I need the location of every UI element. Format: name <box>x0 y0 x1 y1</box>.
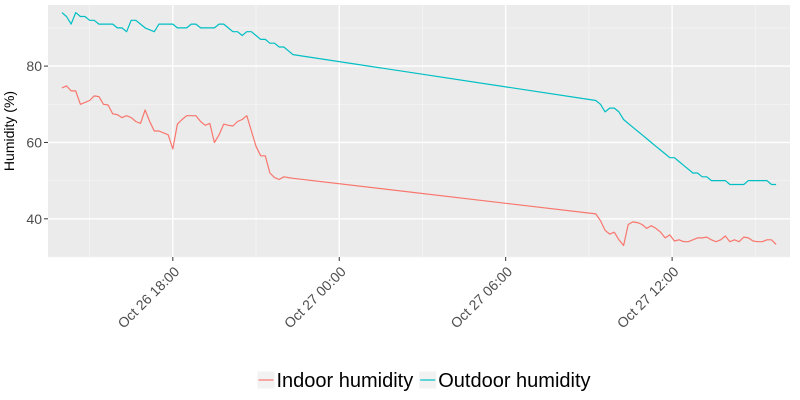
y-tick-label: 40 <box>26 211 42 227</box>
x-tick-label: Oct 27 00:00 <box>281 263 349 331</box>
legend: Indoor humidity Outdoor humidity <box>257 370 591 392</box>
x-tick-label: Oct 27 12:00 <box>614 263 682 331</box>
y-tick-label: 60 <box>26 134 42 150</box>
legend-label: Indoor humidity <box>276 370 413 392</box>
major-gridlines <box>48 5 790 257</box>
y-axis: 40 60 80 <box>26 58 48 227</box>
x-tick-label: Oct 27 06:00 <box>447 263 515 331</box>
plot-panel <box>48 5 790 257</box>
minor-gridlines <box>48 5 790 258</box>
series-line-indoor <box>61 85 777 247</box>
legend-label: Outdoor humidity <box>438 370 590 392</box>
x-axis: Oct 26 18:00 Oct 27 00:00 Oct 27 06:00 Oct … <box>114 257 682 331</box>
series-line-outdoor <box>61 12 777 186</box>
y-axis-title: Humidity (%) <box>1 91 17 171</box>
y-tick-label: 80 <box>26 58 42 74</box>
series-layer <box>61 12 777 247</box>
legend-item-outdoor: Outdoor humidity <box>419 370 591 392</box>
legend-item-indoor: Indoor humidity <box>257 370 413 392</box>
x-tick-label: Oct 26 18:00 <box>114 263 182 331</box>
